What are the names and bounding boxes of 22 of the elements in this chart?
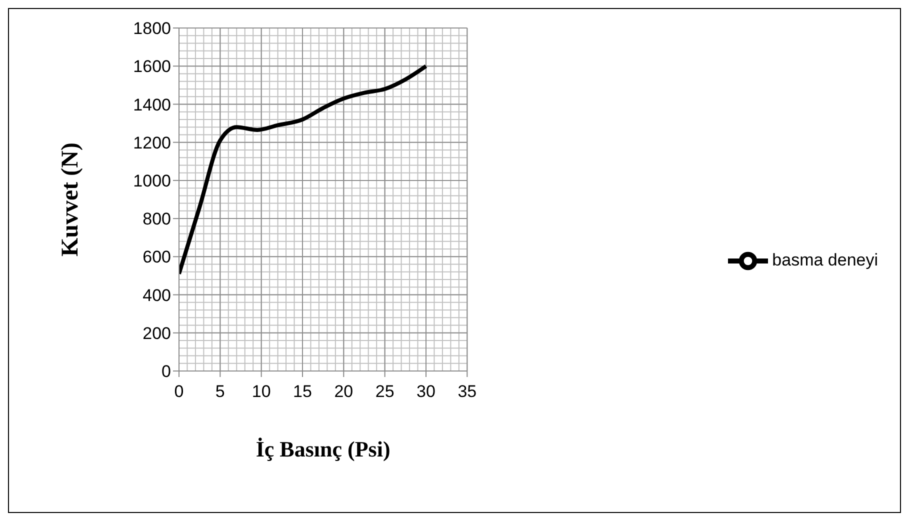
x-axis-title: İç Basınç (Psi) — [256, 436, 390, 462]
x-tick-label: 15 — [293, 382, 312, 402]
y-tick-label: 800 — [142, 210, 171, 229]
y-tick-label: 1800 — [133, 19, 171, 38]
y-axis-title: Kuvvet (N) — [58, 142, 84, 256]
y-tick-label: 600 — [142, 248, 171, 267]
y-tick-label: 400 — [142, 286, 171, 305]
x-tick-label: 35 — [458, 382, 477, 402]
y-tick-label: 1000 — [133, 171, 171, 190]
y-tick-label: 1200 — [133, 133, 171, 152]
x-tick-label: 30 — [416, 382, 436, 402]
y-tick-label: 200 — [142, 324, 171, 343]
line-series — [179, 64, 428, 276]
x-tick-label: 5 — [215, 382, 225, 402]
x-tick-label: 20 — [334, 382, 354, 402]
y-tick-label: 1600 — [133, 57, 171, 76]
x-tick-label: 10 — [252, 382, 271, 402]
y-tick-label: 0 — [162, 362, 171, 382]
x-tick-label: 25 — [375, 382, 394, 402]
y-tick-label: 1400 — [133, 95, 171, 114]
x-tick-label: 0 — [174, 382, 184, 402]
legend-label: basma deneyi — [772, 250, 878, 269]
